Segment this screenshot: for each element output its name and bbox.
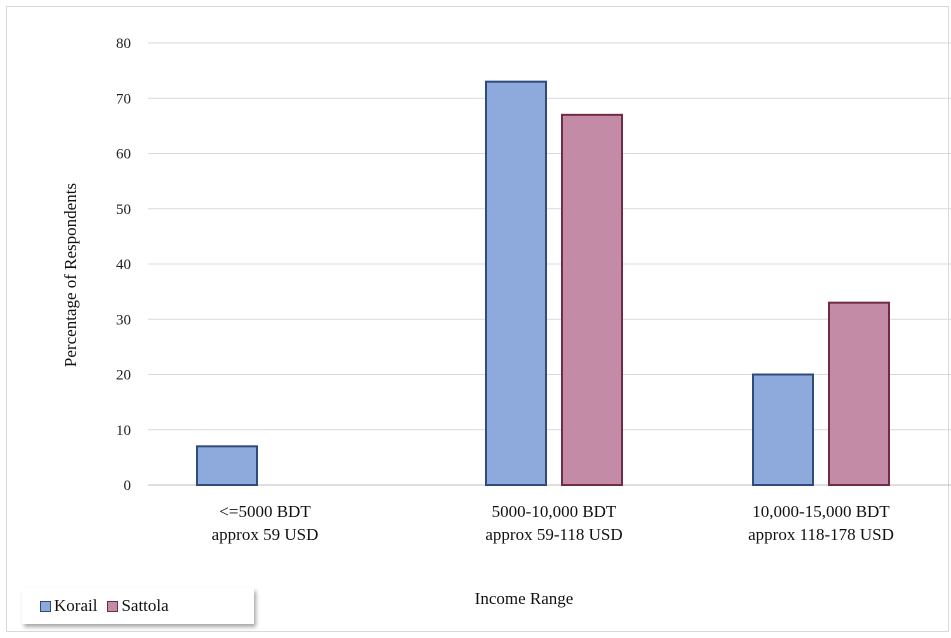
bars [197, 82, 889, 485]
legend-label: Korail [54, 596, 97, 616]
x-category-label: <=5000 BDT [219, 502, 311, 521]
y-tick-label: 10 [116, 423, 131, 439]
legend-swatch [107, 601, 118, 612]
y-tick-label: 0 [124, 478, 132, 494]
bar-korail-1 [486, 82, 546, 485]
x-category-label: 5000-10,000 BDT [492, 502, 617, 521]
x-category-label: approx 118-178 USD [748, 525, 894, 544]
legend-swatch [40, 601, 51, 612]
bar-sattola-1 [562, 115, 622, 485]
x-category-label: approx 59-118 USD [485, 525, 622, 544]
legend-label: Sattola [121, 596, 168, 616]
y-tick-label: 20 [116, 368, 131, 384]
y-tick-label: 70 [116, 91, 131, 107]
legend: Korail Sattola [22, 588, 254, 624]
y-tick-label: 60 [116, 147, 131, 163]
bar-korail-0 [197, 446, 257, 485]
y-tick-label: 30 [116, 312, 131, 328]
legend-item-korail: Korail [40, 596, 97, 616]
x-axis-categories: <=5000 BDT approx 59 USD 5000-10,000 BDT ap… [212, 502, 894, 544]
bar-korail-2 [753, 375, 813, 486]
y-axis-title: Percentage of Respondents [61, 183, 80, 367]
x-category-label: 10,000-15,000 BDT [752, 502, 890, 521]
y-tick-label: 80 [116, 36, 131, 52]
bar-sattola-2 [829, 303, 889, 485]
y-axis-ticks: 0 10 20 30 40 50 60 70 80 [116, 36, 131, 494]
y-tick-label: 50 [116, 202, 131, 218]
x-category-label: approx 59 USD [212, 525, 319, 544]
x-axis-title: Income Range [475, 589, 574, 608]
y-tick-label: 40 [116, 257, 131, 273]
legend-item-sattola: Sattola [107, 596, 168, 616]
